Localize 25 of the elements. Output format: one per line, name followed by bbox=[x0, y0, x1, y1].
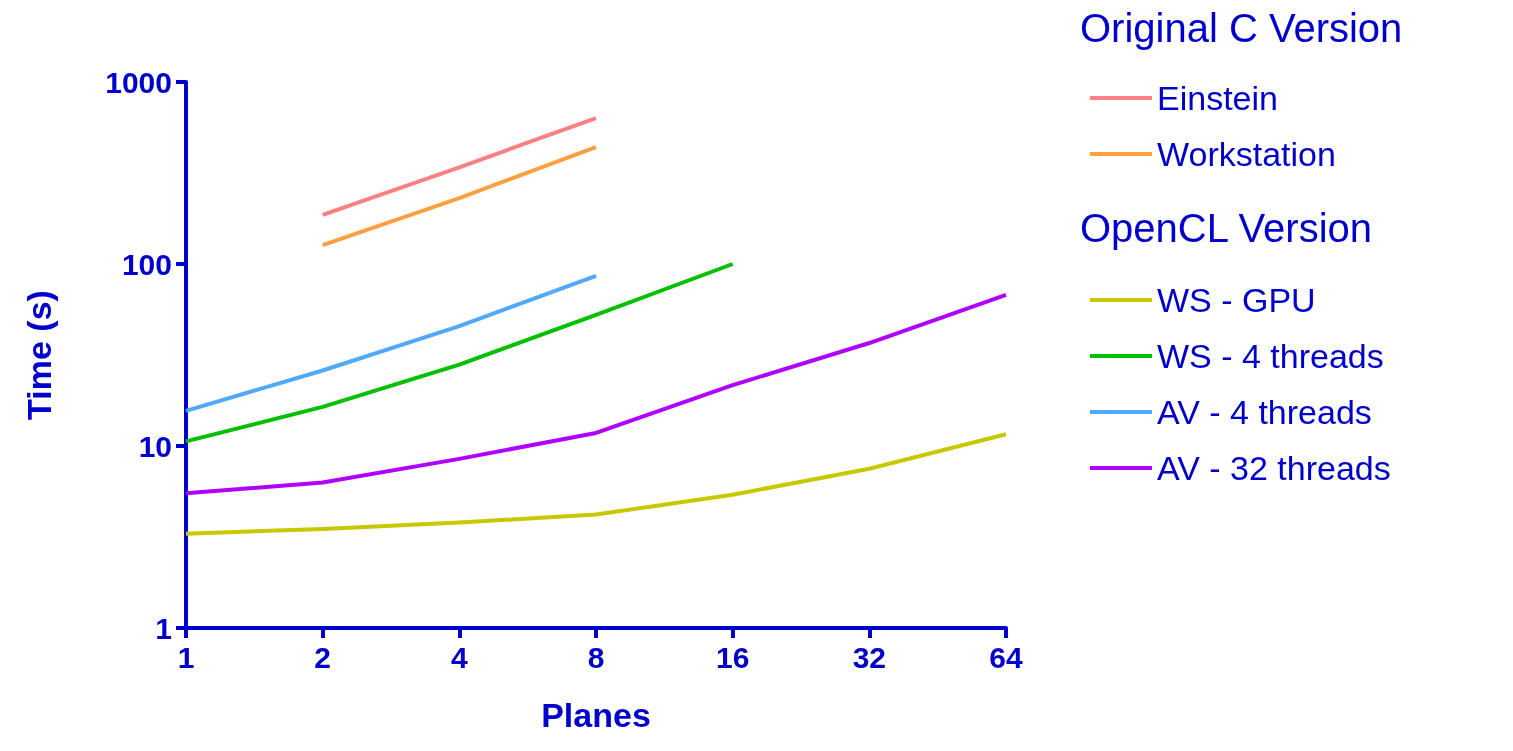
line-series bbox=[184, 432, 1008, 536]
y-axis-title: Time (s) bbox=[20, 290, 58, 420]
line-series bbox=[184, 262, 735, 444]
legend-label: AV - 4 threads bbox=[1157, 393, 1372, 431]
x-tick-label: 8 bbox=[587, 640, 605, 674]
legend-label: WS - GPU bbox=[1157, 281, 1316, 319]
x-tick-label: 2 bbox=[314, 640, 332, 674]
y-tick-label: 1000 bbox=[105, 65, 172, 99]
legend-label: AV - 32 threads bbox=[1157, 449, 1391, 487]
text: OpenCL Version bbox=[1080, 206, 1373, 250]
y-tick-label: 1 bbox=[155, 611, 172, 645]
x-tick-label: 32 bbox=[852, 640, 887, 674]
legend-label: WS - 4 threads bbox=[1157, 337, 1384, 375]
line-series bbox=[184, 292, 1008, 496]
y-tick-label: 100 bbox=[121, 247, 172, 281]
legend-label: Workstation bbox=[1157, 135, 1336, 173]
y-tick-label: 10 bbox=[138, 429, 172, 463]
text: Original C Version bbox=[1080, 6, 1403, 50]
x-tick-label: 1 bbox=[177, 640, 195, 674]
x-tick-label: 16 bbox=[715, 640, 750, 674]
x-tick-label: 4 bbox=[450, 640, 468, 674]
x-axis-title: Planes bbox=[541, 696, 651, 734]
line-series bbox=[184, 273, 598, 413]
legend-label: Einstein bbox=[1157, 79, 1278, 117]
x-tick-label: 64 bbox=[989, 640, 1023, 674]
